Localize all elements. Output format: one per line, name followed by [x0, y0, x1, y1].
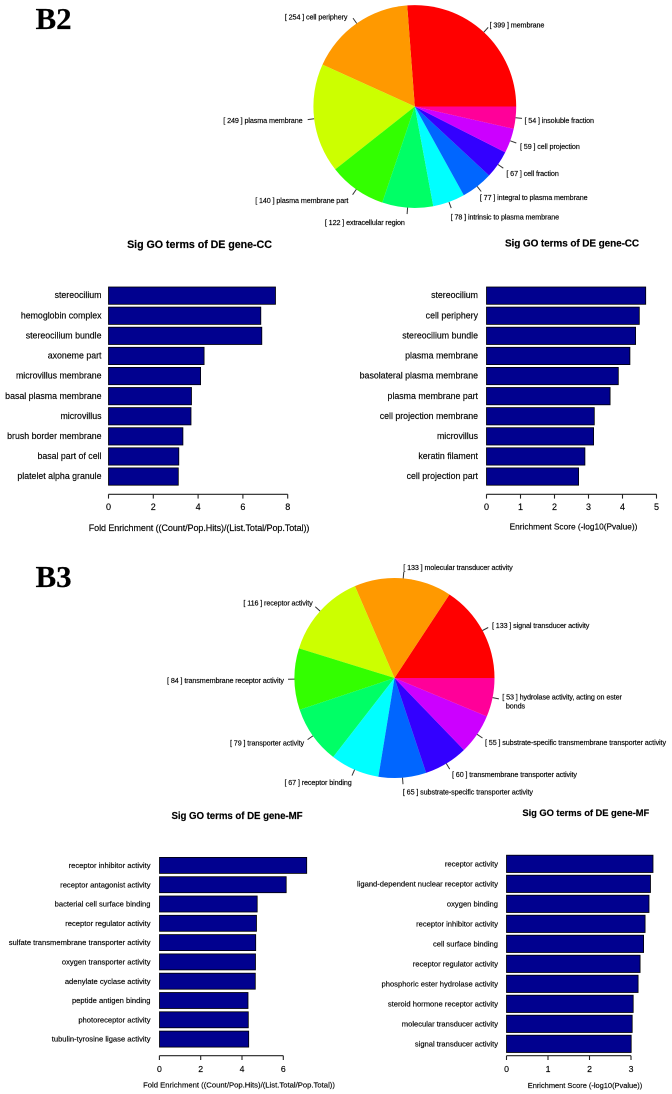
svg-text:4: 4	[196, 502, 201, 512]
svg-text:B3: B3	[36, 559, 72, 594]
svg-text:Sig GO terms of DE gene-MF: Sig GO terms of DE gene-MF	[171, 811, 302, 822]
svg-text:hemoglobin complex: hemoglobin complex	[21, 310, 102, 320]
svg-text:[ 78 ] intrinsic to plasma mem: [ 78 ] intrinsic to plasma membrane	[451, 213, 559, 222]
svg-text:[ 133 ] signal transducer acti: [ 133 ] signal transducer activity	[492, 621, 590, 630]
svg-text:receptor regulator activity: receptor regulator activity	[413, 960, 498, 969]
svg-text:molecular transducer activity: molecular transducer activity	[402, 1020, 498, 1029]
svg-text:[ 55 ] substrate-specific tran: [ 55 ] substrate-specific transmembrane …	[485, 738, 666, 747]
svg-text:[ 122 ] extracellular region: [ 122 ] extracellular region	[325, 218, 405, 227]
svg-text:cell projection part: cell projection part	[407, 471, 479, 481]
svg-text:[ 65 ] substrate-specific tran: [ 65 ] substrate-specific transporter ac…	[403, 787, 534, 796]
svg-text:steroid hormone receptor activ: steroid hormone receptor activity	[388, 1000, 498, 1009]
svg-text:stereocilium bundle: stereocilium bundle	[402, 330, 478, 340]
svg-text:oxygen binding: oxygen binding	[447, 900, 498, 909]
svg-text:Enrichment Score (-log10(Pvalu: Enrichment Score (-log10(Pvalue))	[510, 522, 638, 532]
svg-text:oxygen transporter activity: oxygen transporter activity	[62, 958, 151, 967]
svg-text:signal transducer activity: signal transducer activity	[415, 1040, 498, 1049]
svg-text:4: 4	[620, 502, 625, 512]
svg-text:Fold Enrichment ((Count/Pop.Hi: Fold Enrichment ((Count/Pop.Hits)/(List.…	[89, 523, 310, 533]
svg-text:6: 6	[240, 502, 245, 512]
svg-text:basal plasma membrane: basal plasma membrane	[5, 391, 101, 401]
svg-text:[ 249 ] plasma membrane: [ 249 ] plasma membrane	[223, 116, 302, 125]
svg-text:[ 140 ] plasma membrane part: [ 140 ] plasma membrane part	[255, 196, 348, 205]
svg-text:6: 6	[281, 1064, 286, 1074]
svg-text:2: 2	[587, 1064, 592, 1074]
svg-text:0: 0	[484, 502, 489, 512]
svg-text:cell surface binding: cell surface binding	[433, 940, 498, 949]
svg-text:2: 2	[198, 1064, 203, 1074]
svg-text:3: 3	[586, 502, 591, 512]
svg-text:3: 3	[629, 1064, 634, 1074]
svg-text:[ 59 ] cell projection: [ 59 ] cell projection	[520, 142, 580, 151]
svg-text:axoneme part: axoneme part	[48, 351, 102, 361]
svg-text:Sig GO terms of DE gene-MF: Sig GO terms of DE gene-MF	[522, 807, 649, 818]
svg-text:2: 2	[552, 502, 557, 512]
svg-text:platelet alpha granule: platelet alpha granule	[17, 471, 101, 481]
svg-text:phosphoric ester hydrolase act: phosphoric ester hydrolase activity	[382, 980, 499, 989]
svg-text:sulfate transmembrane transpor: sulfate transmembrane transporter activi…	[9, 938, 151, 947]
svg-text:peptide antigen binding: peptide antigen binding	[72, 996, 151, 1005]
svg-text:basal part of cell: basal part of cell	[37, 451, 101, 461]
svg-text:cell projection membrane: cell projection membrane	[380, 411, 478, 421]
svg-text:B2: B2	[36, 1, 72, 36]
svg-text:stereocilium: stereocilium	[431, 290, 478, 300]
svg-text:1: 1	[518, 502, 523, 512]
svg-text:photoreceptor activity: photoreceptor activity	[78, 1015, 150, 1024]
svg-text:tubulin-tyrosine ligase activi: tubulin-tyrosine ligase activity	[52, 1035, 151, 1044]
svg-text:[ 67 ] receptor binding: [ 67 ] receptor binding	[284, 778, 351, 787]
svg-text:cell periphery: cell periphery	[426, 310, 479, 320]
svg-text:Fold Enrichment ((Count/Pop.Hi: Fold Enrichment ((Count/Pop.Hits)/(List.…	[143, 1081, 335, 1090]
svg-text:receptor inhibitor activity: receptor inhibitor activity	[69, 861, 151, 870]
svg-text:0: 0	[504, 1064, 509, 1074]
svg-text:bacterial cell surface binding: bacterial cell surface binding	[55, 900, 151, 909]
svg-text:plasma membrane part: plasma membrane part	[388, 391, 479, 401]
svg-text:microvillus membrane: microvillus membrane	[16, 371, 102, 381]
svg-text:ligand-dependent nuclear recep: ligand-dependent nuclear receptor activi…	[357, 880, 498, 889]
svg-text:1: 1	[546, 1064, 551, 1074]
svg-text:receptor inhibitor activity: receptor inhibitor activity	[416, 920, 498, 929]
svg-text:[ 77 ] integral to plasma memb: [ 77 ] integral to plasma membrane	[480, 193, 588, 202]
svg-text:microvillus: microvillus	[60, 411, 102, 421]
svg-text:[ 84 ] transmembrane receptor: [ 84 ] transmembrane receptor activity	[167, 676, 284, 685]
svg-text:[ 60 ] transmembrane transport: [ 60 ] transmembrane transporter activit…	[452, 770, 577, 779]
svg-text:[ 133 ] molecular transducer a: [ 133 ] molecular transducer activity	[403, 563, 513, 572]
svg-text:adenylate cyclase activity: adenylate cyclase activity	[65, 977, 151, 986]
svg-text:0: 0	[157, 1064, 162, 1074]
svg-text:microvillus: microvillus	[437, 431, 479, 441]
svg-text:bonds: bonds	[506, 702, 526, 711]
svg-text:[ 67 ] cell fraction: [ 67 ] cell fraction	[506, 169, 558, 178]
svg-text:4: 4	[240, 1064, 245, 1074]
svg-text:Sig GO terms of DE gene-CC: Sig GO terms of DE gene-CC	[505, 239, 639, 250]
svg-text:[ 116 ] receptor activity: [ 116 ] receptor activity	[243, 599, 313, 608]
svg-text:5: 5	[654, 502, 659, 512]
svg-text:receptor activity: receptor activity	[445, 860, 498, 869]
svg-text:stereocilium bundle: stereocilium bundle	[26, 330, 102, 340]
svg-text:0: 0	[106, 502, 111, 512]
svg-text:stereocilium: stereocilium	[55, 290, 102, 300]
svg-text:Sig GO terms of DE gene-CC: Sig GO terms of DE gene-CC	[127, 239, 272, 251]
svg-text:[ 399 ] membrane: [ 399 ] membrane	[490, 21, 545, 30]
svg-text:2: 2	[151, 502, 156, 512]
svg-text:receptor regulator activity: receptor regulator activity	[65, 919, 150, 928]
svg-text:basolateral plasma membrane: basolateral plasma membrane	[360, 371, 478, 381]
svg-text:[ 254 ] cell periphery: [ 254 ] cell periphery	[285, 12, 348, 21]
svg-text:[ 53 ] hydrolase activity, act: [ 53 ] hydrolase activity, acting on est…	[502, 692, 622, 701]
svg-text:receptor antagonist activity: receptor antagonist activity	[60, 880, 151, 889]
svg-text:brush border membrane: brush border membrane	[7, 431, 101, 441]
svg-text:keratin filament: keratin filament	[418, 451, 478, 461]
svg-text:Enrichment Score (-log10(Pvalu: Enrichment Score (-log10(Pvalue))	[528, 1081, 643, 1090]
svg-text:[ 79 ] transporter activity: [ 79 ] transporter activity	[230, 739, 305, 748]
svg-text:[ 54 ] insoluble fraction: [ 54 ] insoluble fraction	[525, 116, 595, 125]
svg-text:8: 8	[285, 502, 290, 512]
svg-text:plasma membrane: plasma membrane	[405, 351, 478, 361]
